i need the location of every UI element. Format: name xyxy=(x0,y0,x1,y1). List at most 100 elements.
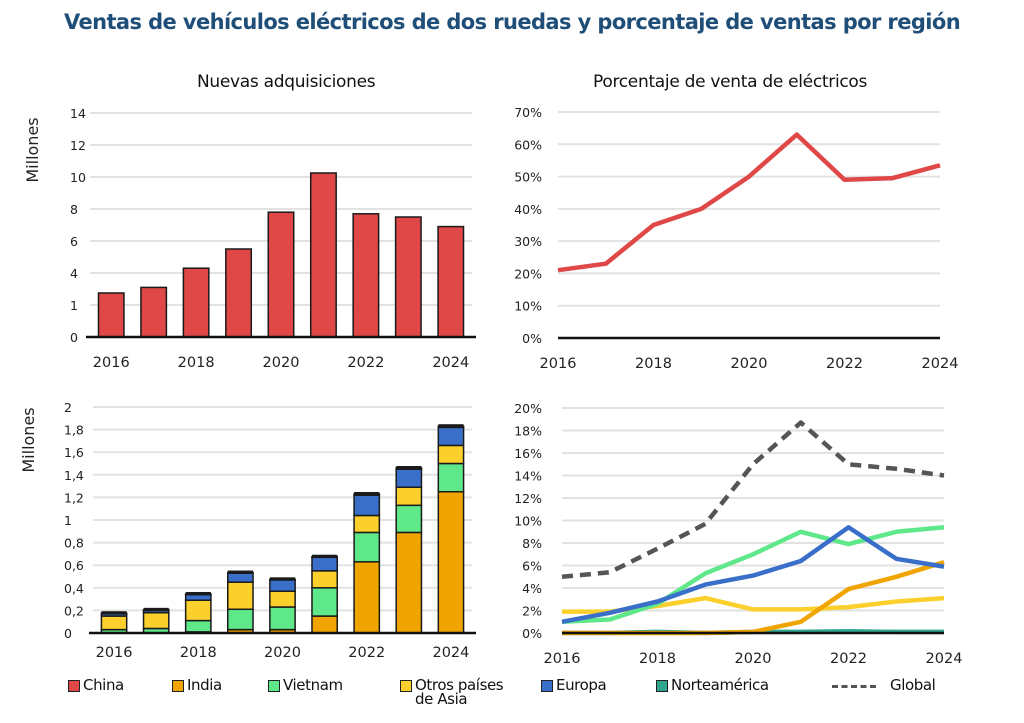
bar-europa xyxy=(395,468,423,488)
legend-label: India xyxy=(187,676,222,694)
y-tick-label: 0,2 xyxy=(64,603,84,618)
bar-cap xyxy=(227,570,254,574)
legend-label: Global xyxy=(890,676,936,694)
y-tick-label: 1 xyxy=(70,298,78,313)
legend-label: Europa xyxy=(556,676,607,694)
legend-item-global: Global xyxy=(832,676,936,694)
legend-item-china: China xyxy=(68,676,124,694)
x-tick-label: 2018 xyxy=(178,355,215,371)
y-tick-label: 14% xyxy=(514,469,542,484)
bar-india xyxy=(437,491,465,634)
x-tick-label: 2016 xyxy=(93,355,130,371)
y-tick-label: 0,8 xyxy=(64,536,84,551)
chart-other-sales: 0 0,2 0,4 0,6 0,8 1 1,2 1,4 1,6 1,8 2 Millones 2016 2… xyxy=(19,400,476,661)
bar-china xyxy=(140,286,168,338)
bar-china xyxy=(394,216,422,338)
bar-otros-paises-de-asia xyxy=(227,581,254,611)
bar-china xyxy=(437,225,465,338)
x-tick-label: 2020 xyxy=(263,355,300,371)
y-tick-label: 8 xyxy=(70,202,78,217)
x-tick-label: 2018 xyxy=(180,645,217,661)
bar-vietnam xyxy=(184,619,212,633)
legend-label: Norteamérica xyxy=(671,676,769,694)
y-tick-label: 6% xyxy=(522,559,542,574)
x-tick-label: 2022 xyxy=(826,356,863,372)
y-tick-label: 10% xyxy=(514,299,542,314)
y-tick-label: 20% xyxy=(514,401,542,416)
chart-china-share: 0% 10% 20% 30% 40% 50% 60% 70% 2016 2018 2020 2022 2… xyxy=(514,105,959,372)
legend-item-india: India xyxy=(172,676,222,694)
bar-otros-paises-de-asia xyxy=(184,599,212,622)
y-tick-label: 30% xyxy=(514,234,542,249)
legend-label: China xyxy=(83,676,124,694)
bar-otros-paises-de-asia xyxy=(437,444,465,465)
legend-swatch-india xyxy=(172,680,184,692)
y-tick-label: 2% xyxy=(522,604,542,619)
y-tick-label: 40% xyxy=(514,202,542,217)
y-tick-label: 14 xyxy=(70,106,86,121)
chart-title-new-purchases: Nuevas adquisiciones xyxy=(197,72,376,92)
bar-europa xyxy=(184,593,212,601)
bar-cap xyxy=(438,424,464,428)
bar-cap xyxy=(354,492,380,496)
y-tick-label: 16% xyxy=(514,446,542,461)
x-tick-label: 2016 xyxy=(96,645,133,661)
x-tick-label: 2022 xyxy=(830,651,867,667)
y-tick-label: 4 xyxy=(70,266,78,281)
y-tick-label: 10% xyxy=(514,514,542,529)
bar-europa xyxy=(353,494,381,517)
line-india xyxy=(562,559,945,636)
bar-europa xyxy=(437,426,465,447)
bar-otros-paises-de-asia xyxy=(353,514,381,534)
bar-china xyxy=(309,172,337,338)
y-tick-label: 8% xyxy=(522,536,542,551)
y-tick-label: 12 xyxy=(70,138,86,153)
bar-china xyxy=(97,292,125,338)
x-tick-label: 2016 xyxy=(540,356,577,372)
bar-vietnam xyxy=(437,462,465,493)
legend-dash-global xyxy=(832,685,876,688)
x-tick-label: 2020 xyxy=(735,651,772,667)
y-tick-label: 0,4 xyxy=(64,581,84,596)
y-tick-label: 10 xyxy=(70,170,86,185)
y-tick-label: 1,8 xyxy=(64,423,84,438)
x-tick-label: 2020 xyxy=(264,645,301,661)
legend-label: Vietnam xyxy=(283,676,343,694)
bar-vietnam xyxy=(311,587,338,617)
legend-swatch-vietnam xyxy=(268,680,280,692)
y-tick-label: 60% xyxy=(514,137,542,152)
legend-swatch-otros-asia xyxy=(400,680,412,692)
line-china xyxy=(557,132,941,273)
legend-item-norteamerica: Norteamérica xyxy=(656,676,769,694)
y-axis-label: Millones xyxy=(23,117,42,182)
y-tick-label: 4% xyxy=(522,581,542,596)
x-tick-label: 2024 xyxy=(926,651,963,667)
y-tick-label: 70% xyxy=(514,105,542,120)
y-tick-label: 20% xyxy=(514,266,542,281)
x-tick-label: 2024 xyxy=(432,355,469,371)
bar-europa xyxy=(269,579,296,592)
bar-india xyxy=(353,561,381,634)
bar-china xyxy=(182,267,210,338)
y-tick-label: 0 xyxy=(64,626,72,641)
x-tick-label: 2020 xyxy=(731,356,768,372)
bar-india xyxy=(311,615,338,634)
bar-cap xyxy=(396,466,422,470)
y-tick-label: 1,6 xyxy=(64,445,84,460)
x-tick-label: 2022 xyxy=(348,645,385,661)
bar-cap xyxy=(269,577,296,581)
bar-china xyxy=(352,213,380,338)
bar-otros-paises-de-asia xyxy=(142,611,170,630)
legend-item-otros-asia: Otros países de Asia xyxy=(400,678,510,707)
y-tick-label: 1 xyxy=(64,513,72,528)
y-tick-label: 2 xyxy=(64,400,72,415)
x-tick-label: 2024 xyxy=(922,356,959,372)
x-tick-label: 2018 xyxy=(639,651,676,667)
legend: China India Vietnam Otros países de Asia… xyxy=(0,678,1024,718)
y-tick-label: 1,2 xyxy=(64,490,84,505)
y-axis-label: Millones xyxy=(19,407,38,472)
x-tick-label: 2022 xyxy=(347,355,384,371)
y-tick-label: 0,6 xyxy=(64,558,84,573)
page-title: Ventas de vehículos eléctricos de dos ru… xyxy=(63,10,961,34)
